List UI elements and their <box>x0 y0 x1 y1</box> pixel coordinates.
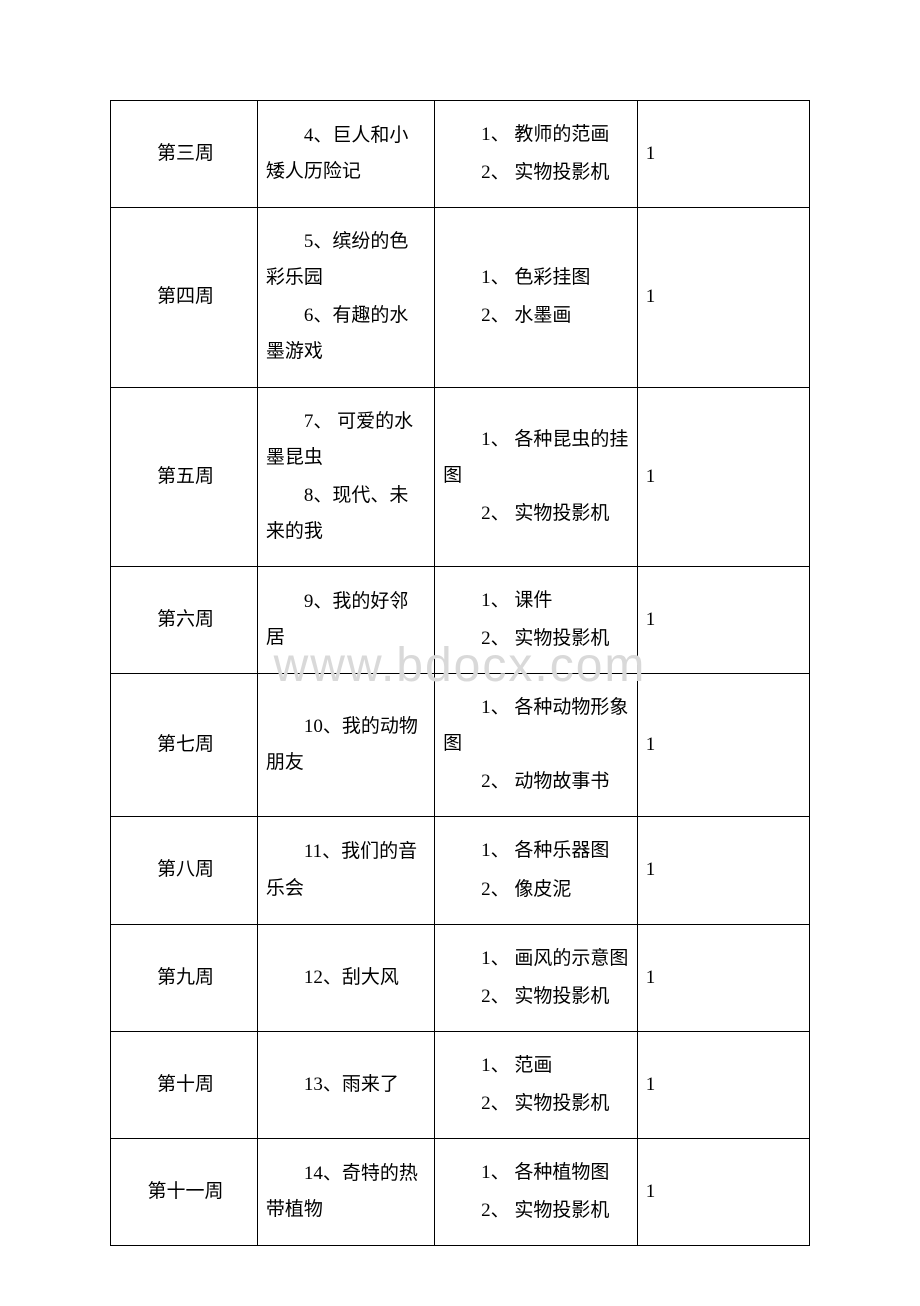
cell-week: 第十一周 <box>111 1138 258 1245</box>
cell-topic: 14、奇特的热带植物 <box>257 1138 434 1245</box>
cell-materials: 1、 各种植物图 2、 实物投影机 <box>435 1138 638 1245</box>
cell-count: 1 <box>637 566 809 673</box>
cell-materials: 1、 教师的范画 2、 实物投影机 <box>435 101 638 208</box>
table-body: 第三周 4、巨人和小矮人历险记 1、 教师的范画 2、 实物投影机 1 第四周 … <box>111 101 810 1246</box>
cell-week: 第九周 <box>111 924 258 1031</box>
cell-count: 1 <box>637 387 809 566</box>
cell-topic: 10、我的动物朋友 <box>257 674 434 817</box>
cell-week: 第八周 <box>111 817 258 924</box>
cell-topic: 11、我们的音乐会 <box>257 817 434 924</box>
cell-materials: 1、 色彩挂图 2、 水墨画 <box>435 208 638 387</box>
cell-week: 第六周 <box>111 566 258 673</box>
cell-count: 1 <box>637 101 809 208</box>
cell-materials: 1、 课件 2、 实物投影机 <box>435 566 638 673</box>
table-row: 第三周 4、巨人和小矮人历险记 1、 教师的范画 2、 实物投影机 1 <box>111 101 810 208</box>
schedule-table: 第三周 4、巨人和小矮人历险记 1、 教师的范画 2、 实物投影机 1 第四周 … <box>110 100 810 1246</box>
cell-week: 第七周 <box>111 674 258 817</box>
cell-week: 第五周 <box>111 387 258 566</box>
cell-materials: 1、 各种乐器图 2、 像皮泥 <box>435 817 638 924</box>
cell-count: 1 <box>637 674 809 817</box>
cell-topic: 9、我的好邻居 <box>257 566 434 673</box>
cell-materials: 1、 画风的示意图 2、 实物投影机 <box>435 924 638 1031</box>
cell-topic: 4、巨人和小矮人历险记 <box>257 101 434 208</box>
cell-count: 1 <box>637 208 809 387</box>
cell-materials: 1、 范画 2、 实物投影机 <box>435 1031 638 1138</box>
cell-week: 第三周 <box>111 101 258 208</box>
document-page: www.bdocx.com 第三周 4、巨人和小矮人历险记 1、 教师的范画 2… <box>0 0 920 1306</box>
table-row: 第五周 7、 可爱的水墨昆虫 8、现代、未来的我 1、 各种昆虫的挂图 2、 实… <box>111 387 810 566</box>
cell-topic: 7、 可爱的水墨昆虫 8、现代、未来的我 <box>257 387 434 566</box>
cell-materials: 1、 各种昆虫的挂图 2、 实物投影机 <box>435 387 638 566</box>
table-row: 第六周 9、我的好邻居 1、 课件 2、 实物投影机 1 <box>111 566 810 673</box>
cell-count: 1 <box>637 1138 809 1245</box>
cell-topic: 12、刮大风 <box>257 924 434 1031</box>
table-row: 第十一周 14、奇特的热带植物 1、 各种植物图 2、 实物投影机 1 <box>111 1138 810 1245</box>
table-row: 第七周 10、我的动物朋友 1、 各种动物形象图 2、 动物故事书 1 <box>111 674 810 817</box>
cell-count: 1 <box>637 924 809 1031</box>
table-row: 第十周 13、雨来了 1、 范画 2、 实物投影机 1 <box>111 1031 810 1138</box>
table-row: 第八周 11、我们的音乐会 1、 各种乐器图 2、 像皮泥 1 <box>111 817 810 924</box>
table-row: 第九周 12、刮大风 1、 画风的示意图 2、 实物投影机 1 <box>111 924 810 1031</box>
cell-topic: 5、缤纷的色彩乐园 6、有趣的水墨游戏 <box>257 208 434 387</box>
cell-week: 第四周 <box>111 208 258 387</box>
cell-topic: 13、雨来了 <box>257 1031 434 1138</box>
cell-week: 第十周 <box>111 1031 258 1138</box>
table-row: 第四周 5、缤纷的色彩乐园 6、有趣的水墨游戏 1、 色彩挂图 2、 水墨画 1 <box>111 208 810 387</box>
cell-materials: 1、 各种动物形象图 2、 动物故事书 <box>435 674 638 817</box>
cell-count: 1 <box>637 817 809 924</box>
cell-count: 1 <box>637 1031 809 1138</box>
